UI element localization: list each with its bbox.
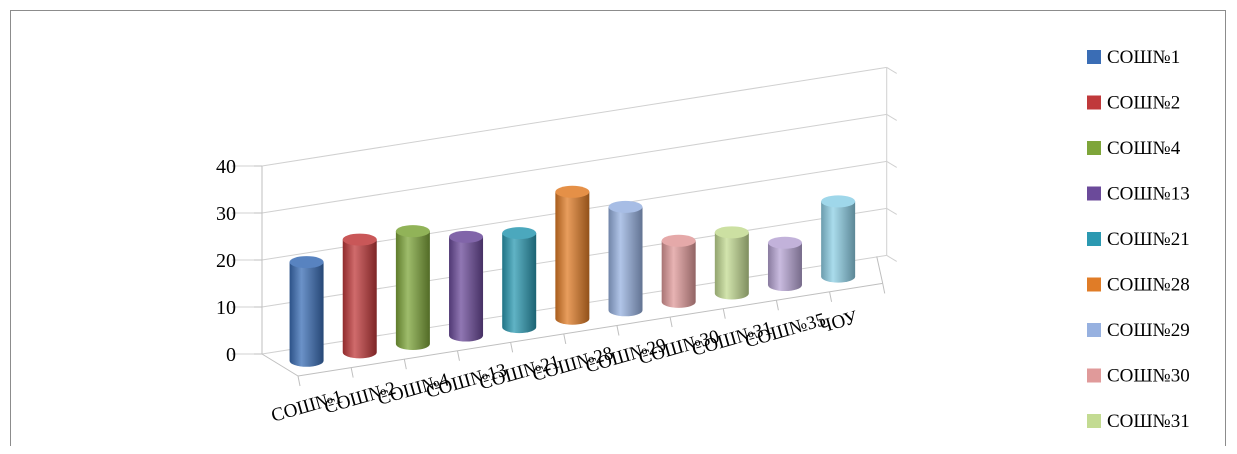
x-tick-mark (722, 308, 726, 319)
y-axis-ticks: 0 10 20 30 40 (216, 156, 262, 366)
x-tick-mark (563, 333, 567, 345)
x-tick-mark (403, 359, 407, 370)
bar-top (608, 200, 643, 213)
bar-top (449, 230, 484, 243)
bar-body (821, 201, 856, 283)
x-tick-mark (829, 291, 833, 302)
bar-body (395, 231, 430, 350)
legend-item: СОШ№29 (1087, 320, 1190, 341)
legend-swatch (1087, 368, 1101, 383)
y-tick-label: 10 (216, 297, 236, 319)
bar-ЧОУ (821, 195, 856, 283)
chart-bars (289, 185, 856, 367)
legend-item: СОШ№30 (1087, 366, 1190, 387)
gridline-right-wall (886, 113, 897, 121)
x-tick-mark (350, 367, 354, 378)
bar-top (767, 236, 802, 249)
x-tick-mark (456, 350, 460, 361)
x-tick-label: СОШ№35 (743, 309, 828, 352)
bar-top (289, 256, 324, 269)
x-tick-mark (775, 300, 779, 311)
bar-top (342, 233, 377, 246)
gridline-back (261, 113, 887, 214)
gridline-right-wall (886, 207, 897, 215)
gridline-right-wall (886, 254, 897, 262)
legend-label: СОШ№13 (1107, 184, 1190, 205)
bar-СОШ№13 (449, 230, 484, 342)
bar-body (342, 239, 377, 359)
legend-label: СОШ№31 (1107, 411, 1190, 432)
bar-body (555, 191, 590, 325)
legend-item: СОШ№31 (1087, 411, 1190, 432)
legend-item: СОШ№28 (1087, 275, 1190, 296)
legend-swatch (1087, 414, 1101, 428)
x-tick-mark (669, 316, 673, 328)
bar-СОШ№29 (608, 200, 643, 317)
x-tick-mark (297, 375, 301, 387)
y-tick-label: 20 (216, 250, 236, 272)
legend-label: СОШ№2 (1107, 93, 1180, 114)
x-tick-mark (510, 342, 514, 353)
bar-top (661, 234, 696, 247)
bar-top (395, 225, 430, 238)
legend: СОШ№1 СОШ№2 СОШ№4 СОШ№13 СОШ№21 СОШ№28 СОШ№29 С… (1087, 47, 1190, 432)
gridline-right-wall (886, 160, 897, 168)
legend-swatch (1087, 323, 1101, 337)
legend-label: СОШ№28 (1107, 275, 1190, 296)
bar-top (502, 227, 537, 240)
bar-СОШ№31 (714, 226, 749, 300)
gridline-back (261, 66, 887, 167)
x-tick-mark (616, 325, 620, 336)
bar-СОШ№2 (342, 233, 377, 359)
legend-label: СОШ№1 (1107, 47, 1180, 68)
legend-swatch (1087, 95, 1101, 110)
bar-СОШ№35 (767, 236, 802, 292)
x-axis-line (297, 282, 883, 377)
bar-СОШ№21 (502, 227, 537, 334)
bar-body (767, 242, 802, 292)
legend-item: СОШ№13 (1087, 184, 1190, 205)
bar-body (289, 262, 324, 367)
legend-label: СОШ№30 (1107, 366, 1190, 387)
legend-label: СОШ№21 (1107, 229, 1190, 250)
x-tick-mark (882, 283, 886, 294)
bar-body (661, 240, 696, 308)
floor-right-edge (876, 256, 884, 284)
bar-top (555, 185, 590, 198)
bar-top (714, 226, 749, 239)
legend-item: СОШ№21 (1087, 229, 1190, 250)
legend-item: СОШ№1 (1087, 47, 1180, 68)
gridline-right-wall (886, 66, 897, 74)
x-tick-label: ЧОУ (817, 307, 860, 338)
bar-СОШ№28 (555, 185, 590, 325)
y-tick-label: 30 (216, 203, 236, 225)
legend-label: СОШ№4 (1107, 138, 1181, 159)
bar-body (608, 206, 643, 317)
bar-СОШ№30 (661, 234, 696, 308)
y-tick-label: 0 (226, 344, 236, 366)
legend-item: СОШ№4 (1087, 138, 1181, 159)
legend-swatch (1087, 186, 1101, 201)
bar-СОШ№4 (395, 225, 430, 350)
bar-body (714, 232, 749, 300)
legend-swatch (1087, 141, 1101, 155)
y-tick-label: 40 (216, 156, 236, 178)
bar-body (449, 236, 484, 342)
legend-swatch (1087, 50, 1101, 64)
legend-swatch (1087, 232, 1101, 246)
bar-top (821, 195, 856, 208)
legend-label: СОШ№29 (1107, 320, 1190, 341)
bar-body (502, 233, 537, 334)
bar-СОШ№1 (289, 256, 324, 367)
legend-swatch (1087, 277, 1101, 292)
floor-left-edge (261, 353, 299, 377)
legend-item: СОШ№2 (1087, 93, 1180, 114)
